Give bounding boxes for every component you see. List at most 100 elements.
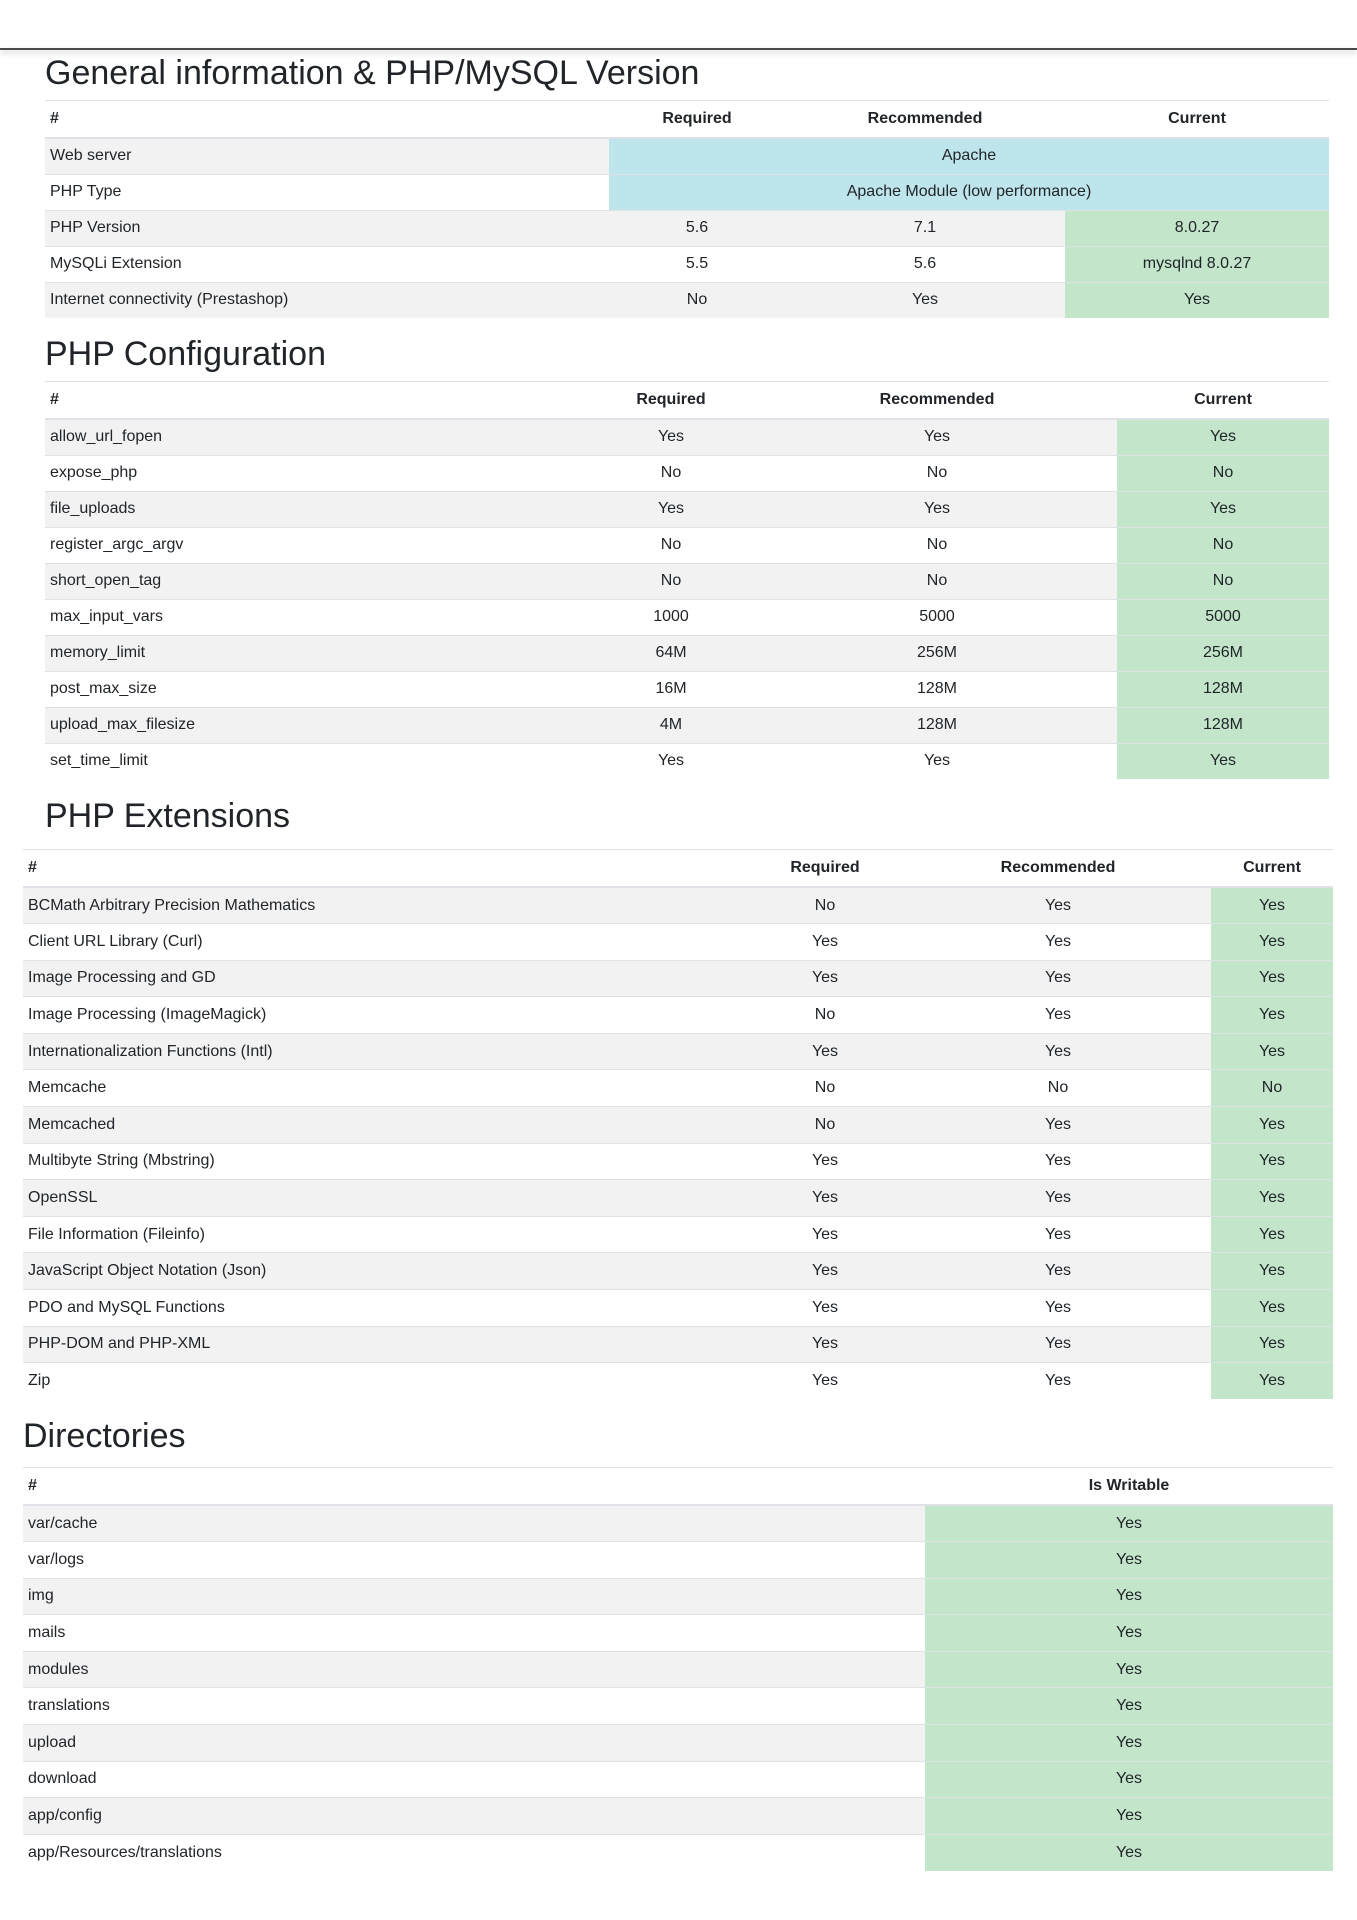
table-header-row: # Required Recommended Current — [45, 100, 1329, 139]
header-hash: # — [23, 849, 745, 888]
row-label: File Information (Fileinfo) — [23, 1215, 745, 1253]
table-row: img Yes — [23, 1577, 1333, 1615]
is-writable-cell: Yes — [925, 1650, 1333, 1688]
table-row: Memcached No Yes Yes — [23, 1106, 1333, 1144]
directories-section: Directories # Is Writable var/cache Yes va… — [23, 1409, 1333, 1871]
table-row: allow_url_fopen Yes Yes Yes — [45, 418, 1329, 455]
required-cell: No — [609, 281, 785, 318]
required-cell: Yes — [745, 1289, 905, 1327]
row-label: register_argc_argv — [45, 526, 585, 563]
recommended-cell: Yes — [905, 996, 1211, 1034]
table-row: post_max_size 16M 128M 128M — [45, 670, 1329, 707]
top-divider — [0, 48, 1357, 50]
row-label: short_open_tag — [45, 562, 585, 599]
table-row: PHP-DOM and PHP-XML Yes Yes Yes — [23, 1325, 1333, 1363]
recommended-cell: Yes — [757, 418, 1117, 455]
row-label: set_time_limit — [45, 742, 585, 779]
table-header-row: # Required Recommended Current — [45, 381, 1329, 420]
required-cell: Yes — [585, 490, 757, 527]
required-cell: 16M — [585, 670, 757, 707]
directory-path: var/logs — [23, 1541, 925, 1579]
is-writable-cell: Yes — [925, 1687, 1333, 1725]
current-cell: Yes — [1117, 742, 1329, 779]
required-cell: No — [745, 1069, 905, 1107]
table-row: modules Yes — [23, 1650, 1333, 1688]
current-cell: 128M — [1117, 706, 1329, 743]
table-row: expose_php No No No — [45, 454, 1329, 491]
is-writable-cell: Yes — [925, 1577, 1333, 1615]
recommended-cell: 5.6 — [785, 245, 1065, 282]
general-info-table: # Required Recommended Current Web serve… — [45, 100, 1329, 318]
recommended-cell: Yes — [905, 1179, 1211, 1217]
current-cell: Yes — [1117, 490, 1329, 527]
row-label: allow_url_fopen — [45, 418, 585, 455]
current-cell: Yes — [1117, 418, 1329, 455]
row-label: PHP-DOM and PHP-XML — [23, 1325, 745, 1363]
row-label: Multibyte String (Mbstring) — [23, 1142, 745, 1180]
table-row: register_argc_argv No No No — [45, 526, 1329, 563]
table-row: Memcache No No No — [23, 1069, 1333, 1107]
recommended-cell: Yes — [905, 1289, 1211, 1327]
table-row: BCMath Arbitrary Precision Mathematics No… — [23, 886, 1333, 924]
current-cell: Yes — [1211, 923, 1333, 961]
section-title: General information & PHP/MySQL Version — [45, 54, 700, 92]
row-label: Zip — [23, 1362, 745, 1400]
section-title: Directories — [23, 1417, 186, 1455]
table-row: var/cache Yes — [23, 1504, 1333, 1542]
table-row: Multibyte String (Mbstring) Yes Yes Yes — [23, 1142, 1333, 1180]
recommended-cell: Yes — [785, 281, 1065, 318]
table-row: Image Processing and GD Yes Yes Yes — [23, 959, 1333, 997]
header-recommended: Recommended — [785, 100, 1065, 139]
row-label: PHP Type — [45, 173, 609, 210]
table-row: translations Yes — [23, 1687, 1333, 1725]
current-cell: Yes — [1211, 1325, 1333, 1363]
row-label: OpenSSL — [23, 1179, 745, 1217]
table-row: memory_limit 64M 256M 256M — [45, 634, 1329, 671]
row-label: upload_max_filesize — [45, 706, 585, 743]
table-row: Image Processing (ImageMagick) No Yes Yes — [23, 996, 1333, 1034]
table-row: File Information (Fileinfo) Yes Yes Yes — [23, 1215, 1333, 1253]
row-label: Internationalization Functions (Intl) — [23, 1032, 745, 1070]
table-row: app/config Yes — [23, 1797, 1333, 1835]
header-required: Required — [585, 381, 757, 420]
table-row: mails Yes — [23, 1614, 1333, 1652]
required-cell: Yes — [585, 742, 757, 779]
table-header-row: # Is Writable — [23, 1467, 1333, 1506]
directories-table: # Is Writable var/cache Yes var/logs Yes img… — [23, 1467, 1333, 1871]
table-row: PHP Type Apache Module (low performance) — [45, 173, 1329, 210]
required-cell: No — [585, 454, 757, 491]
current-cell: 8.0.27 — [1065, 209, 1329, 246]
table-row: Internet connectivity (Prestashop) No Yes Y… — [45, 281, 1329, 318]
header-hash: # — [45, 100, 609, 139]
recommended-cell: No — [905, 1069, 1211, 1107]
table-row: file_uploads Yes Yes Yes — [45, 490, 1329, 527]
required-cell: Yes — [745, 1362, 905, 1400]
row-label: Internet connectivity (Prestashop) — [45, 281, 609, 318]
header-recommended: Recommended — [757, 381, 1117, 420]
row-label: Image Processing and GD — [23, 959, 745, 997]
current-cell: mysqlnd 8.0.27 — [1065, 245, 1329, 282]
php-extensions-section: PHP Extensions # Required Recommended Cu… — [23, 791, 1333, 1400]
row-label: Memcache — [23, 1069, 745, 1107]
row-label: JavaScript Object Notation (Json) — [23, 1252, 745, 1290]
header-current: Current — [1065, 100, 1329, 139]
is-writable-cell: Yes — [925, 1504, 1333, 1542]
required-cell: 5.5 — [609, 245, 785, 282]
row-label: file_uploads — [45, 490, 585, 527]
required-cell: Yes — [745, 1032, 905, 1070]
recommended-cell: Yes — [905, 1215, 1211, 1253]
recommended-cell: Yes — [905, 1142, 1211, 1180]
merged-value-cell: Apache — [609, 137, 1329, 174]
row-label: BCMath Arbitrary Precision Mathematics — [23, 886, 745, 924]
directory-path: app/config — [23, 1797, 925, 1835]
table-row: var/logs Yes — [23, 1541, 1333, 1579]
table-row: Zip Yes Yes Yes — [23, 1362, 1333, 1400]
recommended-cell: No — [757, 454, 1117, 491]
recommended-cell: 5000 — [757, 598, 1117, 635]
current-cell: No — [1117, 562, 1329, 599]
directory-path: var/cache — [23, 1504, 925, 1542]
table-row: PHP Version 5.6 7.1 8.0.27 — [45, 209, 1329, 246]
current-cell: No — [1117, 526, 1329, 563]
current-cell: Yes — [1211, 1032, 1333, 1070]
directory-path: mails — [23, 1614, 925, 1652]
